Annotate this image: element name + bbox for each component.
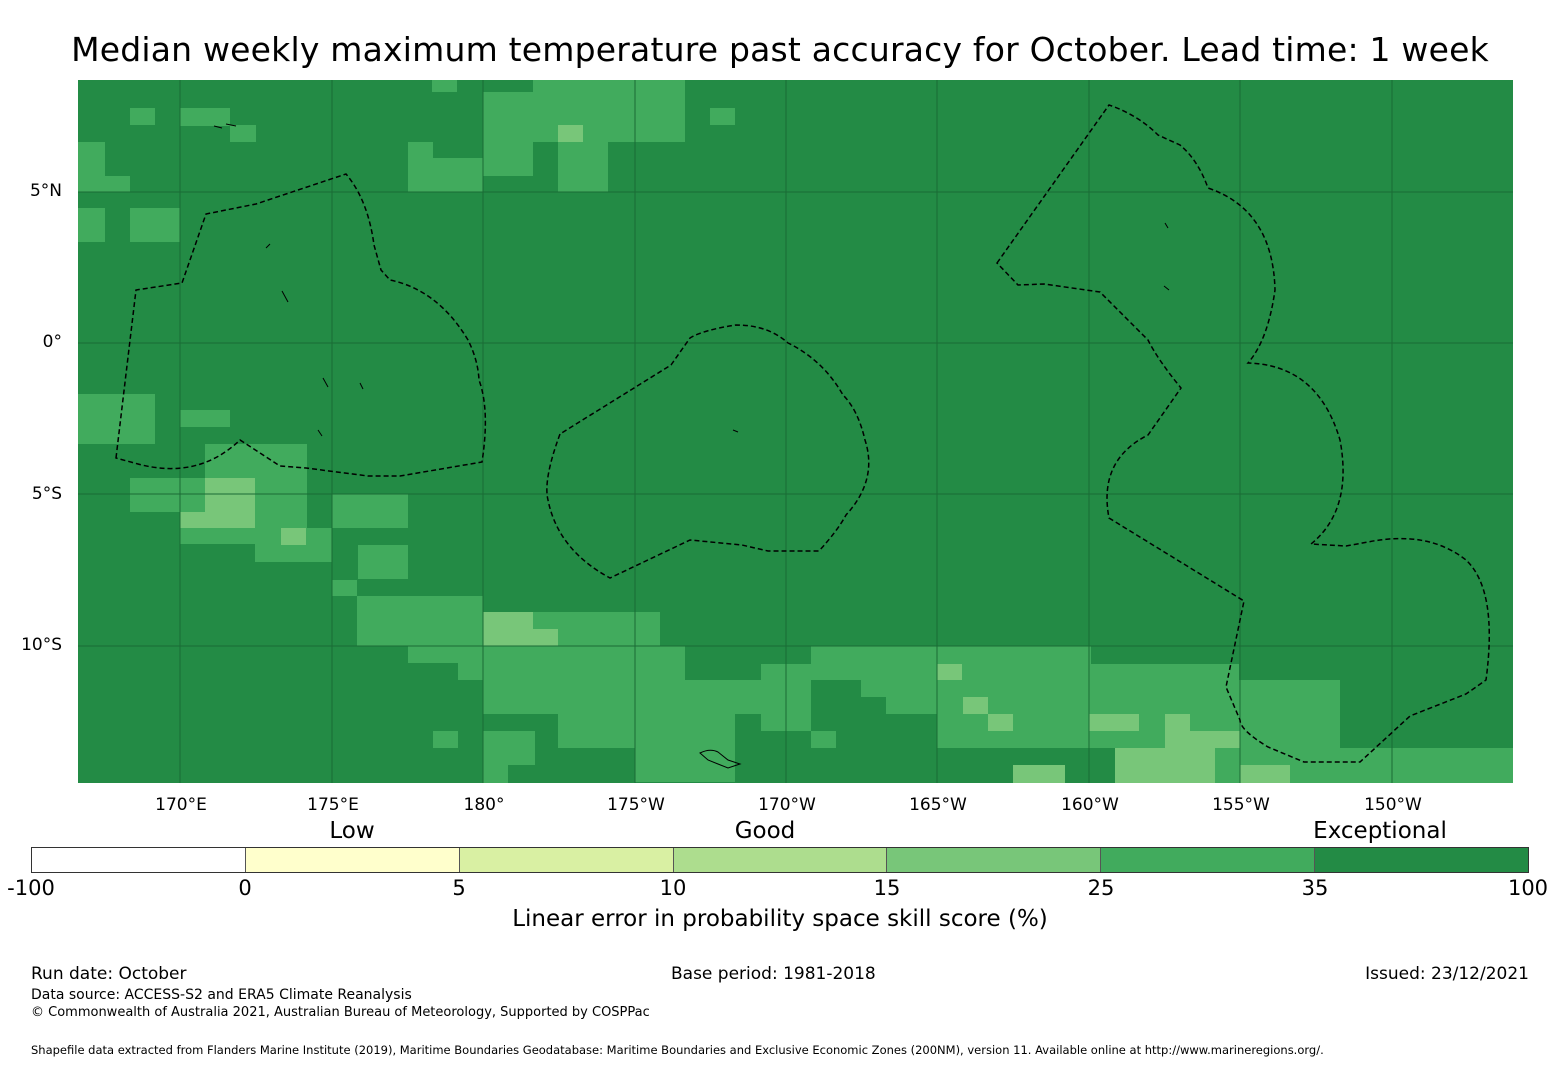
colorbar-title: Linear error in probability space skill … [512,906,1048,932]
lon-label-155w: 155°W [1212,795,1270,815]
shapefile-credit: Shapefile data extracted from Flanders M… [31,1043,1324,1057]
skill-score-map [78,80,1513,783]
low-skill-cells [180,125,1290,783]
lon-label-150w: 150°W [1364,795,1422,815]
colorbar-tick: 5 [452,876,466,900]
lon-label-175w: 175°W [607,795,665,815]
base-period: Base period: 1981-2018 [671,964,876,984]
map-canvas [78,80,1513,783]
colorbar-seg-2 [245,848,460,872]
lat-label-5s: 5°S [31,484,62,504]
colorbar-tick: 35 [1301,876,1329,900]
lon-label-165w: 165°W [909,795,967,815]
colorbar-seg-3 [459,848,674,872]
lat-label-10s: 10°S [21,635,62,655]
colorbar-seg-4 [673,848,888,872]
eez-boundaries [115,104,1490,763]
legend-category-good: Good [734,818,796,844]
colorbar-tick: 0 [238,876,252,900]
colorbar-tick: 10 [659,876,687,900]
lon-label-170w: 170°W [758,795,816,815]
issued-date: Issued: 23/12/2021 [1365,964,1529,984]
colorbar-seg-1 [32,848,246,872]
colorbar-tick: 100 [1507,876,1549,900]
data-source: Data source: ACCESS-S2 and ERA5 Climate … [31,987,412,1003]
map-title: Median weekly maximum temperature past a… [71,30,1489,69]
colorbar-tick: -100 [7,876,55,900]
colorbar-tick: 15 [873,876,901,900]
colorbar-seg-6 [1101,848,1316,872]
copyright: © Commonwealth of Australia 2021, Austra… [31,1005,650,1020]
lon-label-180: 180° [463,795,505,815]
lon-label-175e: 175°E [307,795,359,815]
colorbar-seg-5 [887,848,1102,872]
lat-label-5n: 5°N [29,181,62,201]
lon-label-170e: 170°E [155,795,207,815]
graticule [78,80,1513,783]
legend-category-exceptional: Exceptional [1313,818,1447,844]
lon-label-160w: 160°W [1061,795,1119,815]
colorbar-tick: 25 [1087,876,1115,900]
island-outlines [213,123,1170,769]
run-date: Run date: October [31,964,187,984]
colorbar-seg-7 [1315,848,1529,872]
legend-category-low: Low [329,818,375,844]
colorbar [31,847,1529,873]
medium-skill-cells [78,80,1513,783]
lat-label-0: 0° [42,332,62,352]
